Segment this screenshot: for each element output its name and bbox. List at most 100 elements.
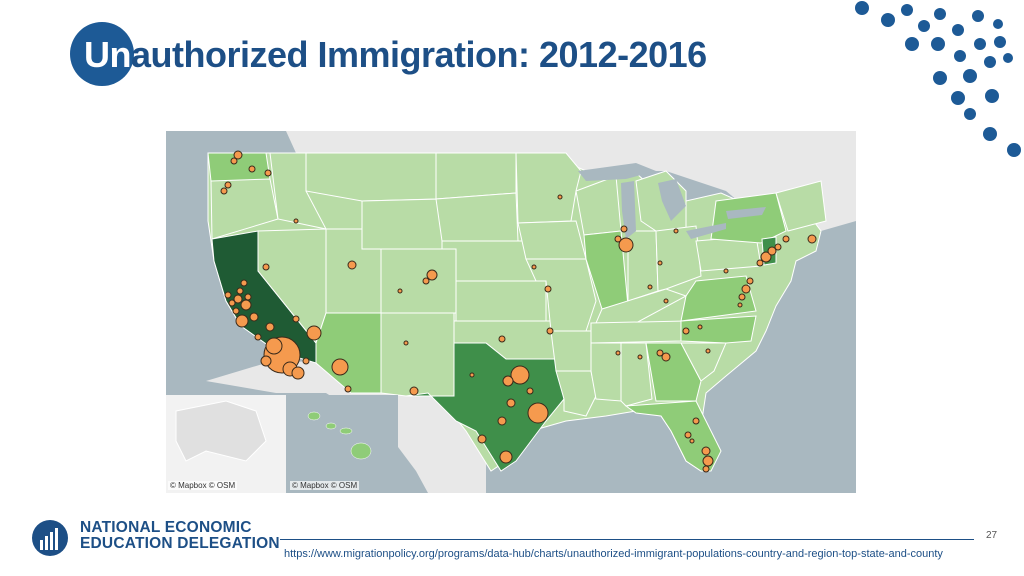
state-wyoming	[361, 198, 443, 250]
county-bubble-new-york-city	[760, 251, 772, 263]
county-bubble	[498, 335, 506, 343]
county-bubble	[657, 260, 663, 266]
state-mississippi	[590, 342, 622, 402]
state-montana	[305, 152, 437, 202]
county-bubble	[302, 357, 310, 365]
map-svg	[166, 131, 856, 493]
hawaii-islands	[307, 411, 372, 460]
footer-divider	[280, 539, 974, 540]
county-bubble	[697, 324, 703, 330]
county-bubble	[403, 340, 409, 346]
county-bubble	[240, 299, 252, 311]
county-bubble-denver	[426, 269, 438, 281]
county-bubble	[292, 315, 300, 323]
canada-land	[166, 131, 856, 241]
county-bubble	[615, 350, 621, 356]
lake-ontario	[726, 207, 766, 219]
county-bubble	[497, 416, 507, 426]
county-bubble	[656, 349, 664, 357]
decorative-dot-pattern	[855, 1, 1021, 157]
title-text: Unauthorized Immigration: 2012-2016	[84, 34, 707, 76]
county-bubble	[233, 294, 243, 304]
county-bubble-riverside	[306, 325, 322, 341]
org-name: NATIONAL ECONOMIC EDUCATION DELEGATION	[80, 520, 280, 552]
state-alabama	[620, 342, 653, 407]
lake-superior	[578, 163, 656, 181]
lake-erie	[686, 223, 726, 239]
county-bubble	[249, 312, 259, 322]
county-bubble	[265, 322, 275, 332]
source-link[interactable]: https://www.migrationpolicy.org/programs…	[284, 548, 943, 560]
state-ohio	[655, 225, 702, 292]
county-bubble-washington-dc	[741, 284, 751, 294]
county-bubble	[738, 293, 746, 301]
county-bubble	[254, 333, 262, 341]
county-bubble	[499, 450, 513, 464]
county-bubble	[544, 285, 552, 293]
county-bubble	[347, 260, 357, 270]
county-bubble	[230, 157, 238, 165]
inset-map-attribution[interactable]: © Mapbox © OSM	[290, 481, 360, 490]
map-attribution[interactable]: © Mapbox © OSM	[168, 481, 238, 490]
state-arkansas	[550, 330, 592, 372]
county-bubble	[235, 314, 249, 328]
county-bubble	[614, 235, 622, 243]
state-north-dakota	[435, 152, 517, 200]
county-bubble	[260, 355, 272, 367]
county-bubble	[244, 293, 252, 301]
county-bubble	[689, 438, 695, 444]
county-bubble	[224, 181, 232, 189]
org-name-line2: EDUCATION DELEGATION	[80, 535, 280, 552]
org-logo-mark-icon	[32, 520, 68, 556]
county-bubble	[344, 385, 352, 393]
county-bubble	[684, 431, 692, 439]
county-bubble	[756, 259, 764, 267]
county-bubble	[397, 288, 403, 294]
county-bubble	[557, 194, 563, 200]
county-bubble	[682, 327, 690, 335]
state-virginia	[680, 275, 757, 322]
county-bubble	[526, 387, 534, 395]
state-south-carolina	[680, 342, 727, 382]
hawaii-inset	[288, 395, 398, 493]
county-bubble	[692, 417, 700, 425]
county-bubble	[232, 307, 240, 315]
county-bubble-dallas	[510, 365, 530, 385]
county-bubble	[264, 169, 272, 177]
state-idaho	[269, 152, 327, 230]
state-georgia	[645, 342, 702, 402]
county-bubble	[782, 235, 790, 243]
page-number: 27	[986, 530, 998, 541]
county-bubble	[620, 225, 628, 233]
county-bubble-miami	[702, 455, 714, 467]
states	[207, 152, 827, 472]
county-bubble-phoenix	[331, 358, 349, 376]
title-rest: authorized Immigration: 2012-2016	[131, 34, 707, 75]
county-bubble	[774, 243, 782, 251]
lake-huron	[658, 179, 686, 221]
alaska-land	[175, 400, 267, 462]
state-new-mexico	[380, 312, 455, 397]
county-bubble	[502, 375, 514, 387]
county-bubble	[265, 337, 283, 355]
state-minnesota	[515, 152, 582, 224]
title-prefix: Un	[84, 34, 132, 75]
state-tennessee	[590, 320, 687, 344]
great-lakes	[578, 163, 766, 239]
county-bubble	[767, 246, 777, 256]
county-bubble-las-vegas	[262, 263, 270, 271]
state-new-york	[710, 192, 787, 244]
county-bubble	[637, 354, 643, 360]
state-iowa	[517, 220, 587, 260]
county-bubble	[647, 284, 653, 290]
state-north-carolina	[680, 315, 757, 344]
county-bubble	[531, 264, 537, 270]
state-colorado	[380, 248, 457, 314]
county-bubble	[701, 446, 711, 456]
county-bubble	[220, 187, 228, 195]
county-bubble-chicago	[618, 237, 634, 253]
county-bubble	[702, 465, 710, 473]
lake-michigan	[621, 181, 636, 239]
county-bubble	[506, 398, 516, 408]
county-bubble	[248, 165, 256, 173]
